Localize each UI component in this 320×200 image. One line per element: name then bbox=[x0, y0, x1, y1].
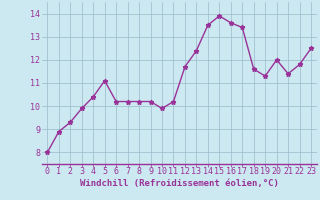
X-axis label: Windchill (Refroidissement éolien,°C): Windchill (Refroidissement éolien,°C) bbox=[80, 179, 279, 188]
